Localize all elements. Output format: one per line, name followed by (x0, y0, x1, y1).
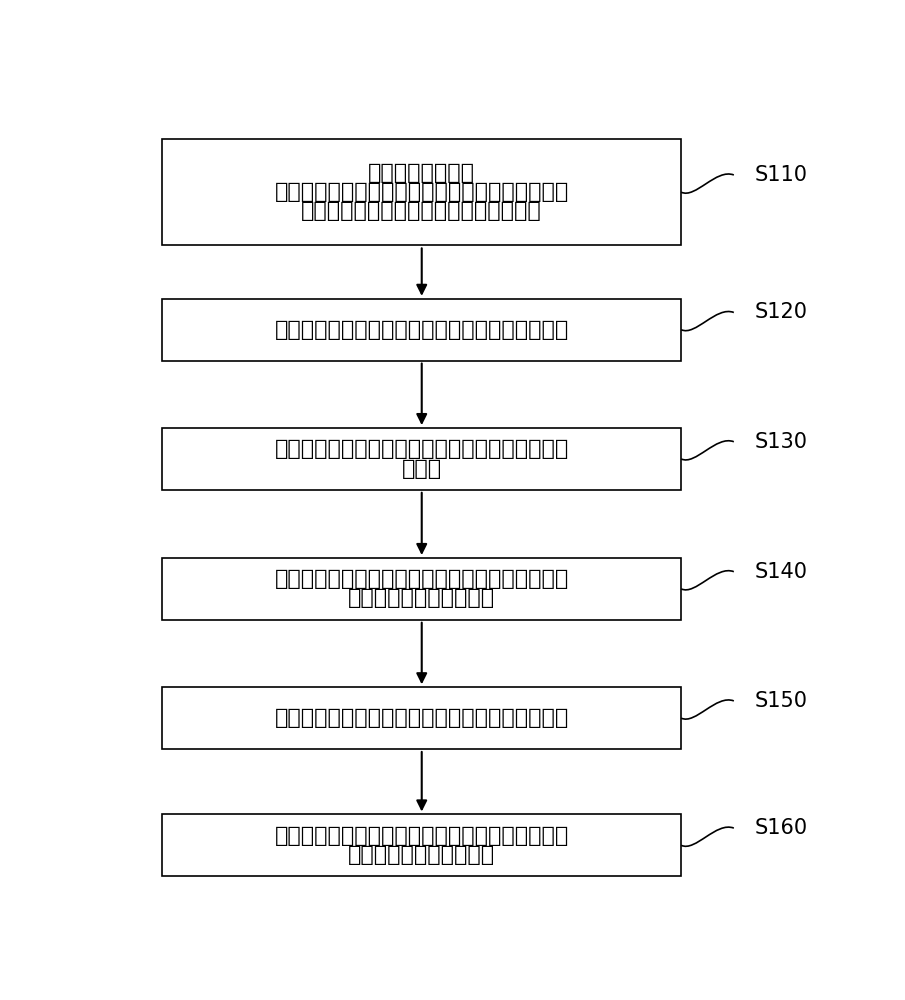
Text: S110: S110 (755, 165, 808, 185)
Text: S140: S140 (755, 562, 808, 582)
Text: 获取基质的角点网格模型数据、基质属性模型数据: 获取基质的角点网格模型数据、基质属性模型数据 (274, 182, 569, 202)
Text: 基于该角点网格模型和该主级裂缝构建非结构化基: 基于该角点网格模型和该主级裂缝构建非结构化基 (274, 439, 569, 459)
Text: 、裂缝网络模型数据和裂缝属性模型数据: 、裂缝网络模型数据和裂缝属性模型数据 (301, 201, 542, 221)
Text: 得非结构化混合网格模型: 得非结构化混合网格模型 (348, 845, 495, 865)
Bar (162, 139, 681, 245)
Text: 计算属性修正后的非结构化基础网格的传导率，获: 计算属性修正后的非结构化基础网格的传导率，获 (274, 826, 569, 846)
Text: 利用该基质属性模型和该裂缝属性模型对该非结构: 利用该基质属性模型和该裂缝属性模型对该非结构 (274, 569, 569, 589)
Text: 从双孔介质模型中: 从双孔介质模型中 (368, 163, 475, 183)
Text: S120: S120 (755, 302, 808, 322)
Bar (162, 814, 681, 876)
Text: 化基础网格进行属性映射: 化基础网格进行属性映射 (348, 588, 495, 608)
Text: 将该裂缝网络模型分级划分为主级裂缝和次级裂缝: 将该裂缝网络模型分级划分为主级裂缝和次级裂缝 (274, 320, 569, 340)
Bar (162, 428, 681, 490)
Text: 对映射后的非结构化基础网格的基质属性进行修正: 对映射后的非结构化基础网格的基质属性进行修正 (274, 708, 569, 728)
Bar (162, 558, 681, 620)
Bar (162, 299, 681, 361)
Text: S160: S160 (755, 818, 808, 838)
Text: S130: S130 (755, 432, 808, 452)
Text: S150: S150 (755, 691, 808, 711)
Text: 础网格: 础网格 (402, 459, 442, 479)
Bar (162, 687, 681, 749)
